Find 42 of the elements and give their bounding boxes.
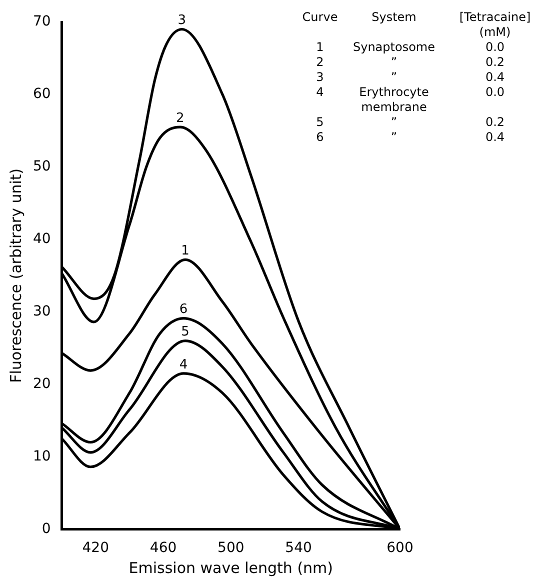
series-label: 3 xyxy=(178,13,186,28)
annotation: ” xyxy=(390,70,398,85)
y-tick-label: 0 xyxy=(42,520,51,537)
text: 0.0 xyxy=(484,85,506,101)
y-tick-label: 60 xyxy=(32,86,51,102)
text: [Tetracaine] (mM) xyxy=(458,10,532,40)
annotation: 6 xyxy=(315,130,325,145)
x-axis-title: Emission wave length (nm) xyxy=(128,558,334,577)
annotation: Synaptosome xyxy=(352,40,436,55)
y-tick-label: 30 xyxy=(32,303,51,320)
x-tick-label: 460 xyxy=(150,540,177,556)
y-axis-title: Fluorescence (arbitrary unit) xyxy=(6,168,25,383)
x-tick-label: 600 xyxy=(386,540,414,556)
annotation: ” xyxy=(390,55,398,70)
text: 0.0 xyxy=(484,40,506,55)
series-label: 2 xyxy=(176,110,184,126)
y-tick-label: 50 xyxy=(32,158,51,175)
annotation: 4 xyxy=(315,85,325,101)
y-tick-label: 10 xyxy=(32,448,51,464)
series-label: 6 xyxy=(179,302,188,318)
y-tick-label: 40 xyxy=(32,231,51,248)
annotation: ” xyxy=(390,115,398,130)
annotation: 5 xyxy=(315,115,325,130)
series-label: 4 xyxy=(179,357,188,372)
x-tick-label: 420 xyxy=(82,540,109,556)
annotation: 3 xyxy=(315,70,325,85)
annotation: System xyxy=(370,10,418,26)
y-tick-label: 20 xyxy=(32,376,51,392)
series-label: 5 xyxy=(181,324,190,340)
text: 0.4 xyxy=(484,130,506,145)
x-tick-label: 500 xyxy=(218,540,244,556)
series-label: 1 xyxy=(181,244,190,259)
text: 0.2 xyxy=(484,115,506,130)
annotation: 2 xyxy=(315,55,325,70)
annotation: ” xyxy=(390,130,398,145)
annotation: Erythrocyte membrane xyxy=(358,85,430,115)
text: 0.2 xyxy=(484,55,506,70)
x-tick-label: 540 xyxy=(285,540,312,556)
text: 0.4 xyxy=(484,70,506,85)
y-tick-label: 70 xyxy=(32,14,51,30)
annotation: Curve xyxy=(301,10,339,26)
annotation: 1 xyxy=(315,40,325,55)
